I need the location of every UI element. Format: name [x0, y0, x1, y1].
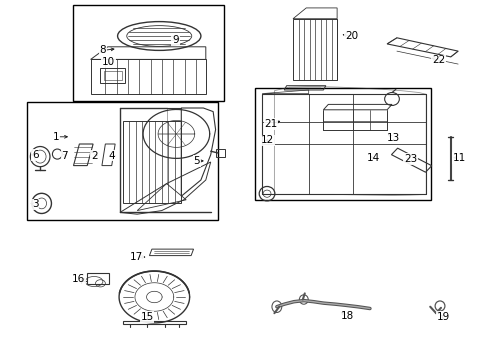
Text: 14: 14 [367, 153, 380, 163]
Text: 10: 10 [102, 57, 115, 67]
Text: 5: 5 [194, 156, 200, 166]
Text: 17: 17 [129, 252, 143, 262]
Text: 11: 11 [452, 153, 466, 163]
Text: 3: 3 [32, 199, 39, 210]
Bar [27, 102, 218, 220]
Text: 1: 1 [53, 132, 60, 142]
Text: 18: 18 [341, 311, 355, 321]
Text: 7: 7 [61, 150, 68, 161]
Text: 6: 6 [32, 150, 39, 160]
Text: 2: 2 [91, 150, 98, 161]
Bar [293, 19, 337, 80]
Text: 15: 15 [140, 312, 154, 322]
Text: 12: 12 [260, 135, 274, 145]
Text: 21: 21 [264, 119, 278, 129]
Bar [87, 273, 109, 284]
Bar [255, 88, 431, 200]
Text: 22: 22 [432, 55, 445, 66]
Text: 19: 19 [437, 312, 450, 322]
Text: 13: 13 [386, 132, 400, 143]
Bar [122, 121, 181, 203]
Text: 20: 20 [345, 31, 358, 41]
Text: 8: 8 [99, 45, 106, 55]
Text: 9: 9 [172, 35, 179, 45]
Bar [73, 5, 224, 101]
Text: 4: 4 [108, 150, 115, 161]
Bar [100, 68, 125, 83]
Bar [104, 71, 122, 80]
Text: 23: 23 [404, 154, 417, 164]
Bar [216, 149, 225, 157]
Text: 16: 16 [72, 274, 85, 284]
